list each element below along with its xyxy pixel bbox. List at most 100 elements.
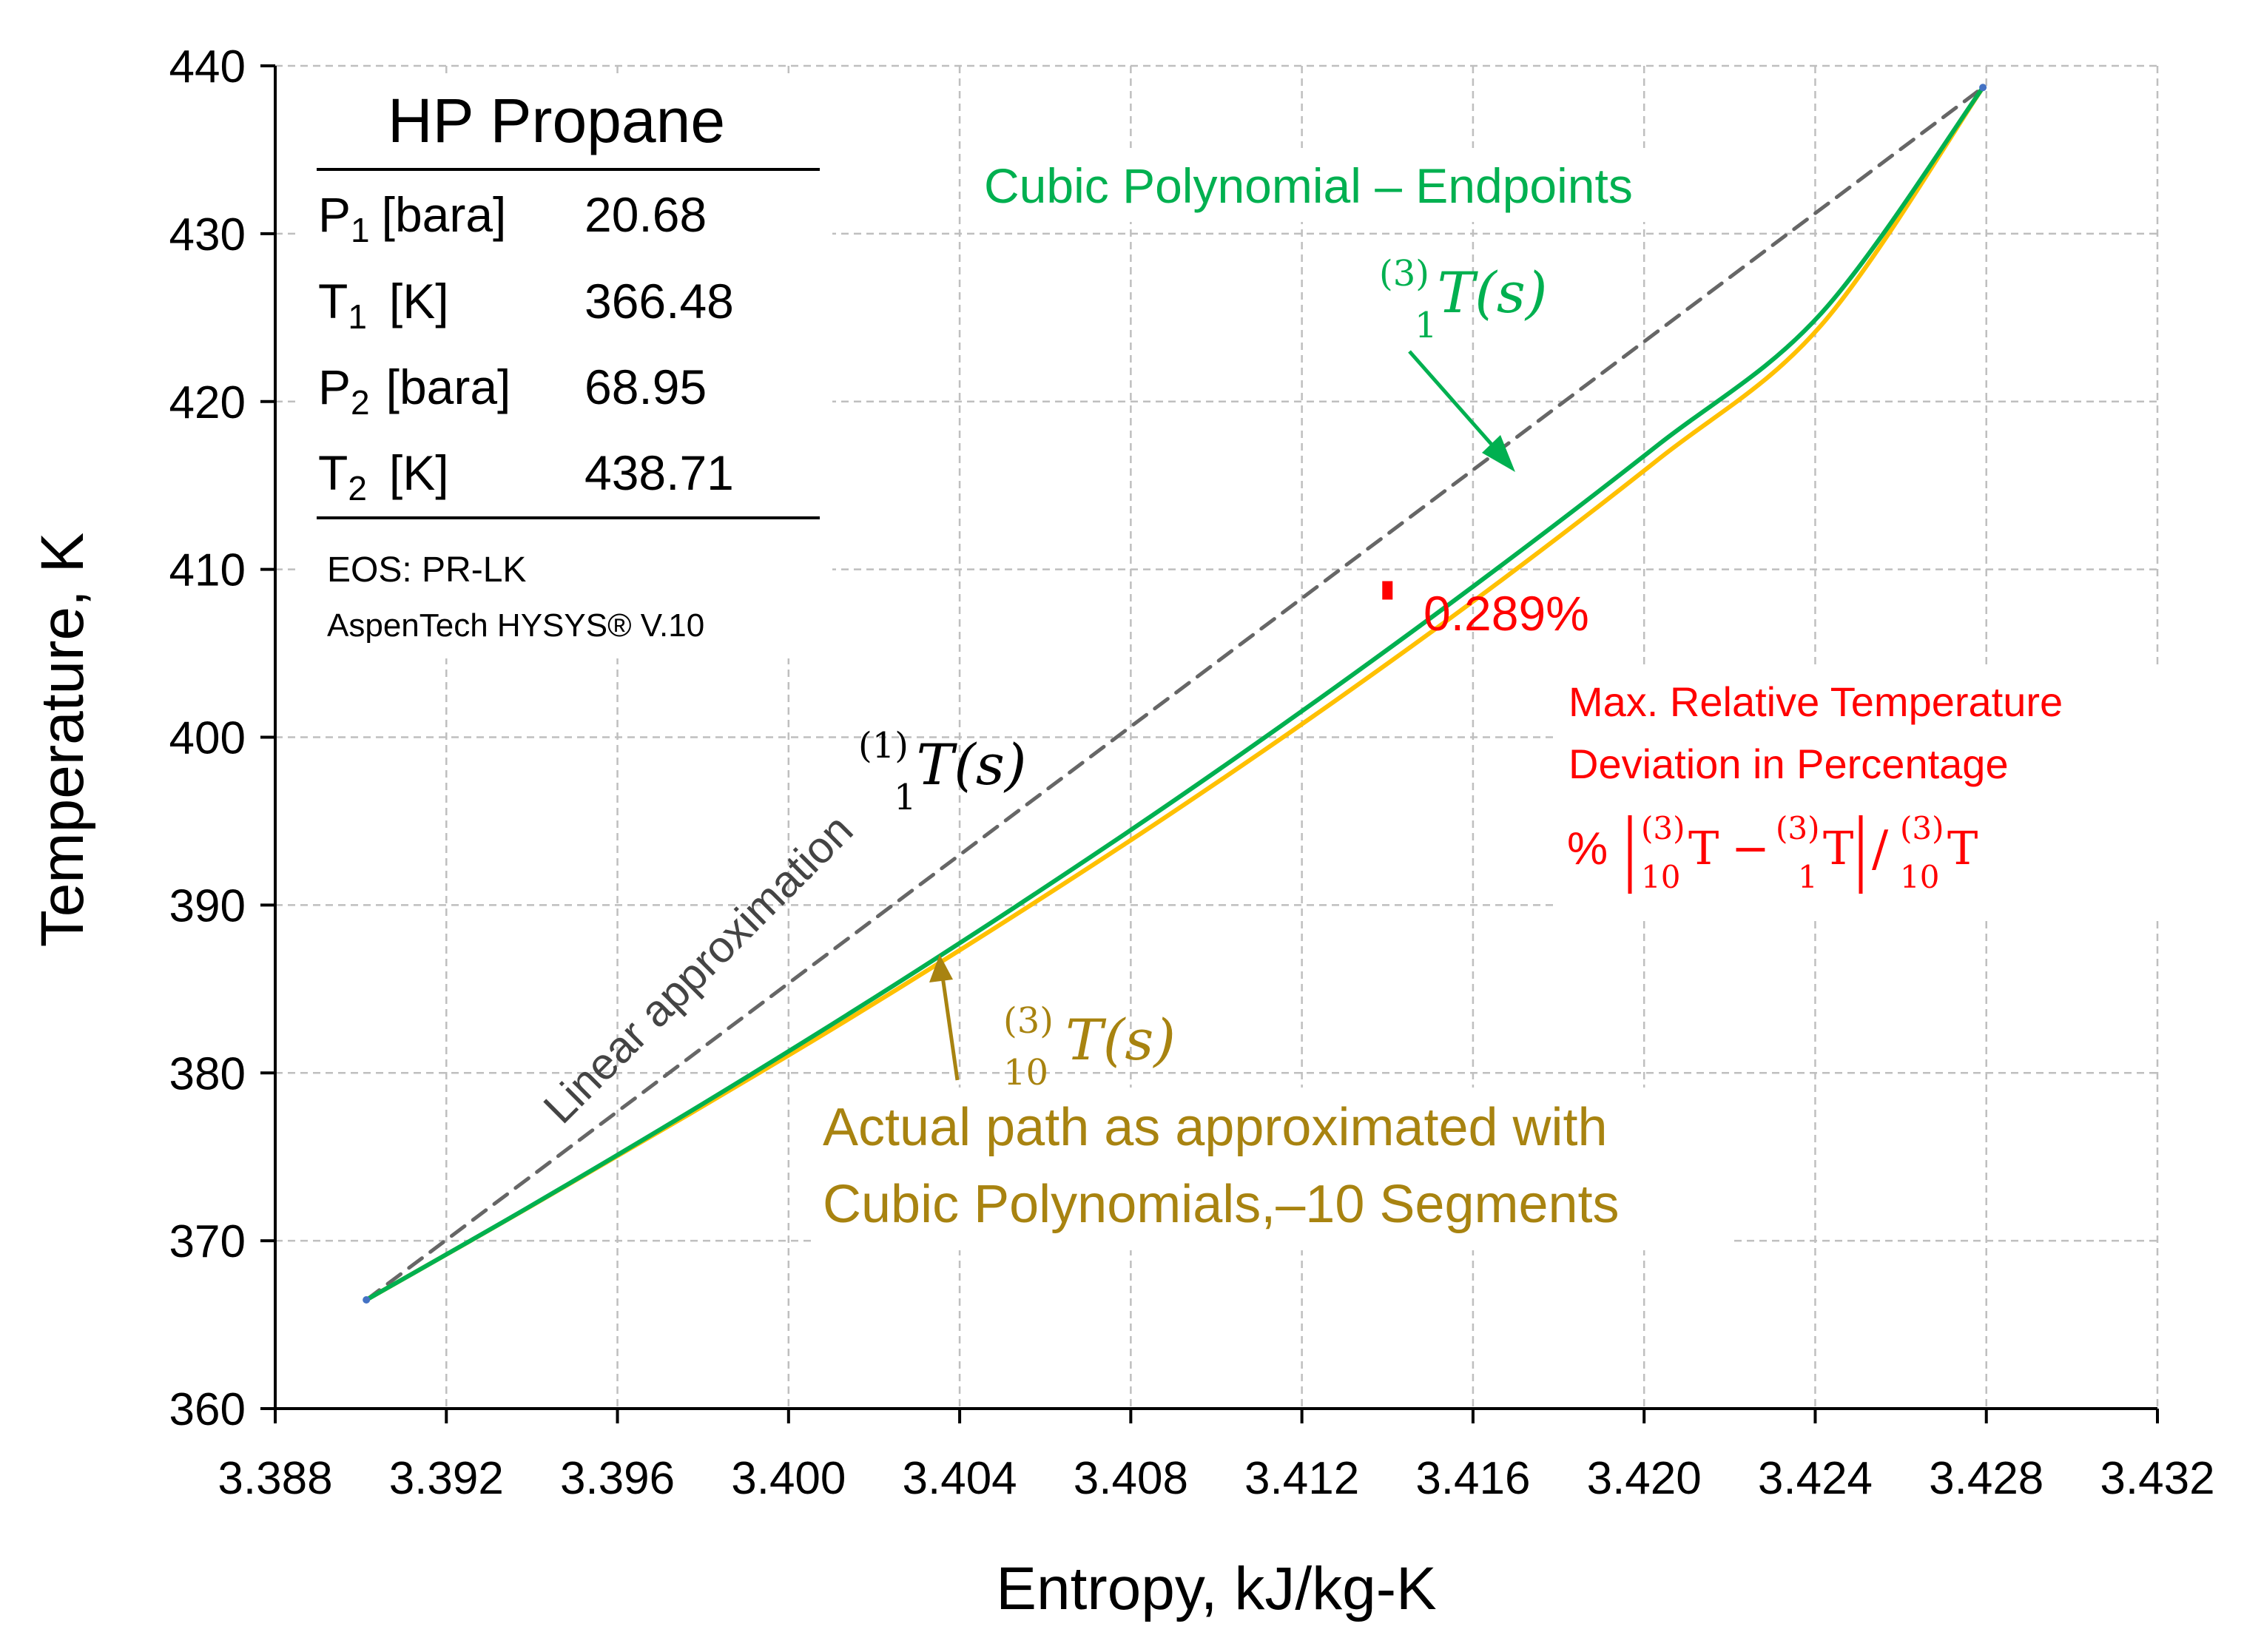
info-row-subscript: 2 [351,383,370,422]
info-row-value: 20.68 [584,187,707,242]
linear-function-presup: (1) [858,725,909,766]
actual-annotation: (3) 10 T(s) Actual path as approximated wi… [814,954,1731,1250]
actual-function-label: (3) 10 T(s) [1003,1000,1176,1093]
cubic-title: Cubic Polynomial – Endpoints [984,158,1633,213]
y-axis-title: Temperature, K [29,533,96,948]
formula-presup: (3) [1776,810,1820,846]
info-row-symbol: T [318,274,348,328]
y-tick-label: 410 [169,545,246,596]
formula-symbol: T [1688,821,1719,875]
svg-text:T1[K]: T1 [K] [318,274,449,336]
linear-function-name: T(s) [917,732,1027,798]
info-row-unit: [bara] [386,360,511,414]
info-box-software: AspenTech HYSYS® V.10 [327,607,704,644]
info-row-subscript: 1 [348,297,367,336]
info-row-symbol: P [318,360,351,414]
formula-symbol: T [1947,821,1978,875]
cubic-title-background [975,148,1715,222]
formula-term-1: (3) 10T [1641,810,1719,895]
info-box-title: HP Propane [388,86,725,155]
formula-slash: / [1872,820,1889,877]
actual-pointer-line [940,976,960,1081]
linear-function-label: (1) 1T(s) [858,725,1027,818]
formula-minus: − [1731,821,1770,875]
formula-presup: (3) [1900,810,1944,846]
x-tick-label: 3.424 [1758,1453,1873,1504]
y-ticks: 360 370 380 390 400 410 420 430 440 [169,41,275,1435]
svg-text:T2[K]: T2 [K] [318,445,449,508]
info-row-unit: [K] [389,274,449,328]
info-box: HP Propane P1 [bara] 20.68 T1 [K] 366.48 P… [300,74,832,658]
cubic-pointer-line [1408,350,1500,454]
actual-pointer-arrowhead [929,954,953,982]
actual-text-line1: Actual path as approximated with [823,1098,1608,1157]
y-tick-label: 440 [169,41,246,92]
info-box-eos: EOS: PR-LK [327,550,526,590]
x-ticks: 3.388 3.392 3.396 3.400 3.404 3.408 3.412 3.416… [218,1409,2215,1504]
info-row-subscript: 2 [348,469,367,508]
endpoint-marker [1979,84,1987,92]
y-tick-label: 400 [169,713,246,764]
info-row-unit: [K] [389,445,449,500]
x-tick-label: 3.420 [1587,1453,1702,1504]
actual-text-line2: Cubic Polynomials,–10 Segments [823,1175,1620,1234]
actual-function-presub: 10 [1003,1052,1048,1093]
cubic-function-presub: 1 [1415,305,1438,346]
info-row-unit: [bara] [382,187,507,242]
x-tick-label: 3.396 [560,1453,675,1504]
info-row-symbol: T [318,445,348,500]
formula-symbol: T [1823,821,1853,875]
y-tick-label: 420 [169,377,246,428]
info-row-symbol: P [318,187,351,242]
x-tick-label: 3.412 [1244,1453,1359,1504]
series-line-cubic-endpoints [364,85,1986,1302]
x-tick-label: 3.388 [218,1453,332,1504]
deviation-annotation: 0.289% Max. Relative Temperature Deviati… [1423,586,2164,917]
formula-presub: 1 [1798,859,1818,895]
marker-layer [363,84,1987,1304]
info-row-t1: T1 [K] 366.48 [318,274,734,336]
x-tick-label: 3.404 [903,1453,1017,1504]
info-row-value: 366.48 [584,274,734,328]
actual-function-presup: (3) [1003,1000,1054,1042]
x-axis-title: Entropy, kJ/kg-K [996,1555,1436,1622]
max-deviation-marker [1382,581,1393,600]
formula-term-3: (3) 10T [1900,810,1978,895]
svg-text:P2[bara]: P2 [bara] [318,360,511,422]
info-row-p2: P2 [bara] 68.95 [318,360,707,422]
endpoint-marker [363,1295,371,1304]
linear-function-presub: 1 [894,777,917,818]
formula-percent: % [1567,823,1608,874]
cubic-function-label: (3) 1T(s) [1379,253,1548,346]
svg-text:P1[bara]: P1 [bara] [318,187,506,249]
formula-term-2: (3) 1T [1776,810,1853,895]
info-row-value: 438.71 [584,445,734,500]
y-tick-label: 370 [169,1216,246,1267]
formula-presub: 10 [1641,859,1680,895]
info-row-p1: P1 [bara] 20.68 [318,187,707,249]
formula-presup: (3) [1641,810,1685,846]
cubic-function-presup: (3) [1379,253,1429,294]
x-tick-label: 3.400 [731,1453,846,1504]
info-row-t2: T2 [K] 438.71 [318,445,734,508]
series-layer [364,85,1986,1302]
y-tick-label: 380 [169,1048,246,1099]
series-line-linear [364,85,1985,1302]
x-tick-label: 3.392 [389,1453,504,1504]
cubic-pointer-arrowhead [1482,435,1515,472]
x-tick-label: 3.408 [1074,1453,1188,1504]
cubic-annotation: Cubic Polynomial – Endpoints (3) 1T(s) [975,148,1715,472]
info-row-value: 68.95 [584,360,707,414]
info-box-background [300,74,832,658]
y-tick-label: 390 [169,880,246,931]
info-row-subscript: 1 [351,211,370,249]
actual-function-name: T(s) [1065,1007,1176,1073]
y-tick-label: 360 [169,1384,246,1435]
actual-text-background [814,1088,1731,1250]
deviation-value: 0.289% [1423,586,1589,641]
linear-label: Linear approximation [534,805,863,1133]
x-tick-label: 3.416 [1415,1453,1530,1504]
formula-presub: 10 [1900,859,1939,895]
x-tick-label: 3.428 [1929,1453,2043,1504]
linear-annotation: (1) 1T(s) Linear approximation [534,725,1027,1133]
